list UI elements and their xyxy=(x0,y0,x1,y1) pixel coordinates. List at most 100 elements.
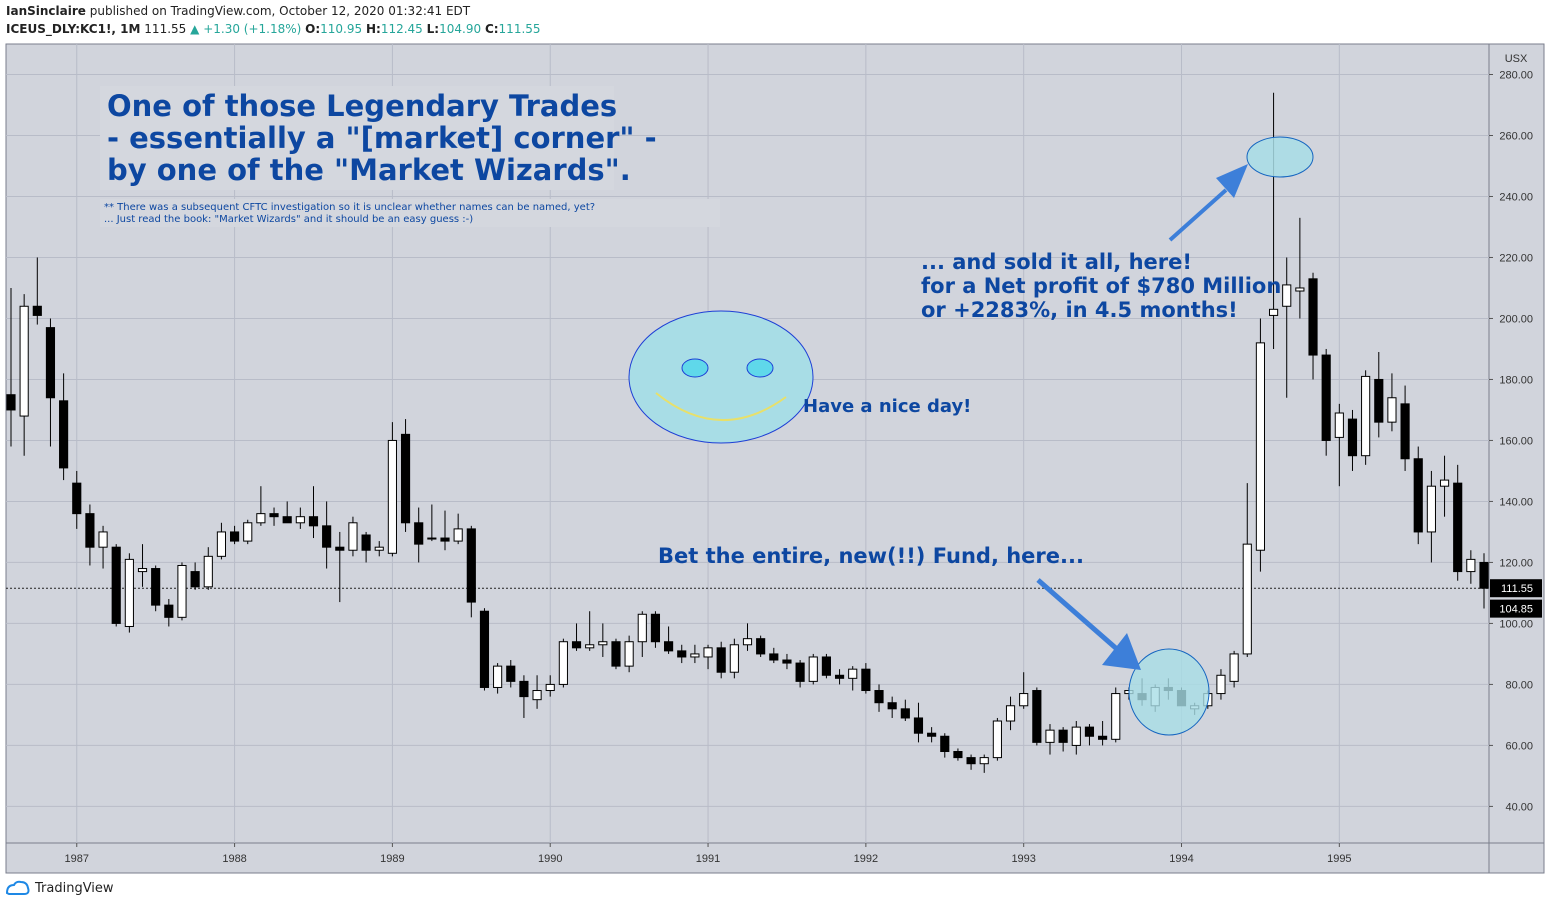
y-tick-label: 280.00 xyxy=(1499,69,1533,81)
candle-body xyxy=(137,568,148,573)
candle xyxy=(151,565,161,612)
candle xyxy=(45,318,56,447)
candle-body xyxy=(322,525,332,548)
change-value: +1.30 (+1.18%) xyxy=(203,22,302,36)
candle xyxy=(729,638,739,679)
candle xyxy=(414,507,424,563)
candle xyxy=(466,525,476,618)
candle-body xyxy=(1032,690,1042,743)
close-label: C: xyxy=(484,22,499,36)
buy-arrow xyxy=(1036,578,1141,670)
candle-body xyxy=(848,668,858,679)
candle-body xyxy=(1282,284,1292,307)
candle xyxy=(203,547,213,590)
candle xyxy=(1426,470,1436,563)
candle xyxy=(637,611,647,657)
candle xyxy=(282,501,292,524)
candle-body xyxy=(414,522,424,545)
candle-body xyxy=(1005,705,1016,722)
last-price: 111.55 xyxy=(144,22,187,36)
buy-highlight-ellipse xyxy=(1128,648,1210,736)
candle xyxy=(677,644,687,664)
buy-arrow-head xyxy=(1102,633,1141,670)
candle-body xyxy=(927,732,937,737)
candle-body xyxy=(1387,397,1397,423)
candle-body xyxy=(493,665,503,688)
x-tick-label: 1989 xyxy=(380,853,404,865)
change-up-icon: ▲ xyxy=(190,22,200,36)
price-tag-box xyxy=(1490,599,1542,618)
candle xyxy=(85,504,95,566)
candle-body xyxy=(45,327,56,399)
candle-body xyxy=(940,735,950,753)
y-tick-label: 180.00 xyxy=(1499,374,1533,386)
candle-body xyxy=(585,644,595,649)
candle-body xyxy=(335,546,345,551)
candle xyxy=(269,507,279,526)
candle xyxy=(1282,257,1292,398)
candle xyxy=(913,702,924,743)
candle-body xyxy=(966,757,976,765)
x-tick-label: 1988 xyxy=(222,853,246,865)
candle xyxy=(1453,464,1463,581)
close-value: 111.55 xyxy=(498,22,541,36)
candle-body xyxy=(1400,403,1410,460)
candle-body xyxy=(387,439,397,554)
y-tick-label: 100.00 xyxy=(1499,618,1533,630)
candle-body xyxy=(466,528,476,603)
candle-body xyxy=(690,653,700,658)
candle-body xyxy=(1229,653,1239,682)
price-tag-label: 104.85 xyxy=(1499,604,1533,616)
candle xyxy=(953,748,963,761)
candle xyxy=(1242,483,1252,657)
candle xyxy=(98,525,108,569)
candle-body xyxy=(677,650,687,658)
candle-body xyxy=(558,641,568,685)
candle-body xyxy=(124,558,134,627)
candle xyxy=(927,727,937,743)
note-line-1: ** There was a subsequent CFTC investiga… xyxy=(104,202,595,213)
title-line-3: by one of the "Market Wizards". xyxy=(107,153,631,187)
candle xyxy=(756,635,766,657)
candle-body xyxy=(795,662,805,682)
candle xyxy=(585,611,595,651)
candle-body xyxy=(1347,418,1358,457)
candle-body xyxy=(861,668,871,692)
sold-line-2: for a Net profit of $780 Million xyxy=(921,274,1281,298)
y-tick-label: 260.00 xyxy=(1499,130,1533,142)
candle xyxy=(506,660,516,688)
y-tick-label: 40.00 xyxy=(1505,801,1533,813)
candle-body xyxy=(782,659,792,664)
candle xyxy=(571,623,582,651)
publish-info: IanSinclaire published on TradingView.co… xyxy=(6,4,470,18)
candle xyxy=(32,257,42,325)
candle xyxy=(1347,409,1358,471)
y-tick-label: 60.00 xyxy=(1505,740,1533,752)
candle xyxy=(1334,403,1344,487)
candle xyxy=(900,699,910,722)
candle xyxy=(716,641,726,679)
candle-body xyxy=(874,690,884,704)
candle-body xyxy=(374,546,384,551)
low-value: 104.90 xyxy=(439,22,482,36)
x-tick-label: 1987 xyxy=(65,853,89,865)
candle-body xyxy=(979,757,989,765)
tradingview-brand[interactable]: TradingView xyxy=(6,880,114,896)
candle xyxy=(137,544,148,587)
candle xyxy=(940,733,950,758)
symbol-name: ICEUS_DLY:KC1!, 1M xyxy=(6,22,141,36)
candle-body xyxy=(1098,735,1108,740)
open-label: O: xyxy=(305,22,321,36)
candle-body xyxy=(769,653,779,661)
x-tick-label: 1990 xyxy=(538,853,562,865)
candle xyxy=(1479,553,1489,609)
candle xyxy=(979,754,989,773)
candle-body xyxy=(506,665,516,682)
candle-body xyxy=(1308,278,1318,356)
candle xyxy=(1111,687,1121,743)
candle-body xyxy=(6,394,16,411)
sell-arrow-shaft xyxy=(1168,188,1228,242)
candle xyxy=(1255,318,1265,572)
candle-body xyxy=(598,641,608,646)
